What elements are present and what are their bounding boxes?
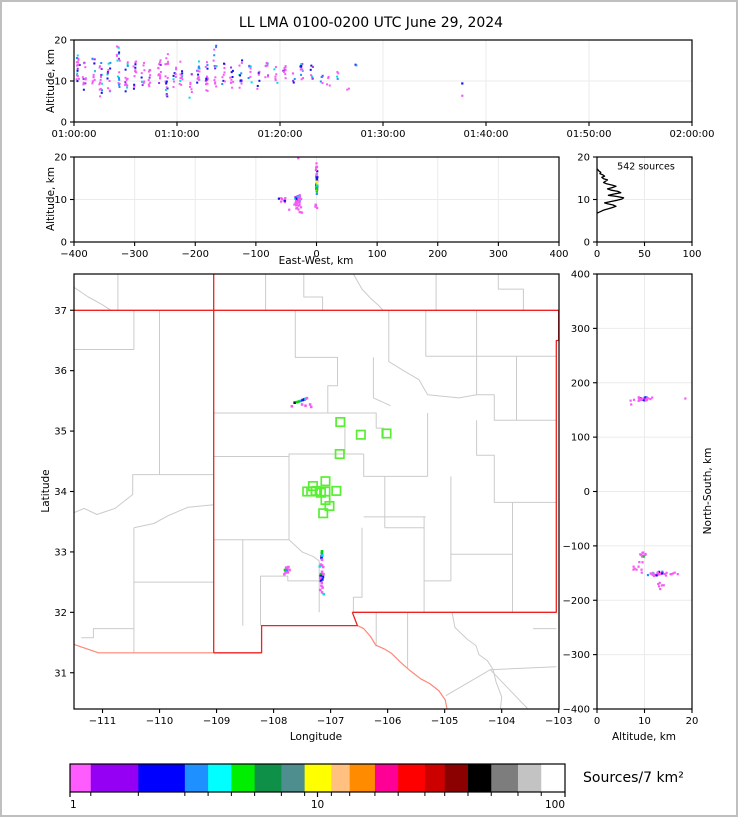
tick-label: 300 [571, 324, 590, 335]
tick-label: 01:00:00 [52, 129, 97, 140]
tick-label: −400 [60, 249, 87, 260]
tick-label: 0 [584, 487, 590, 498]
tick-label: −107 [317, 716, 344, 727]
tick-label: −109 [203, 716, 230, 727]
tick-label: 32 [54, 608, 67, 619]
tick-label: −100 [242, 249, 269, 260]
tick-label: 35 [54, 427, 67, 438]
lma-station-marker [302, 486, 313, 497]
tick-label: 1 [70, 799, 77, 811]
tick-label: 33 [54, 547, 67, 558]
lma-station-marker [331, 485, 342, 496]
colorbar-title: Sources/7 km² [583, 770, 684, 786]
lma-station-marker [310, 485, 321, 496]
axis-label-altitude-time: Altitude, km [45, 48, 57, 114]
tick-label: −111 [89, 716, 116, 727]
tick-label: 20 [54, 153, 67, 164]
tick-label: 100 [545, 799, 565, 811]
tick-label: 01:40:00 [464, 129, 509, 140]
panel-ns_height: 0 10 20 −400 −300 −200 −100 0 100 200 300 400 [563, 270, 699, 728]
tick-label: −100 [563, 541, 590, 552]
tick-label: 20 [54, 36, 67, 47]
tick-label: −108 [260, 716, 287, 727]
tick-label: −300 [563, 650, 590, 661]
tick-label: 10 [311, 799, 324, 811]
tick-label: 0 [584, 238, 590, 249]
tick-label: −103 [545, 716, 572, 727]
lma-station-marker [320, 476, 331, 487]
tick-label: 10 [54, 195, 67, 206]
tick-label: 10 [638, 716, 651, 727]
tick-label: 0 [313, 249, 319, 260]
tick-label: 100 [571, 433, 590, 444]
tick-label: 01:10:00 [155, 129, 200, 140]
tick-label: 36 [54, 366, 67, 377]
tick-label: −110 [146, 716, 173, 727]
tick-label: 400 [571, 270, 590, 281]
lma-station-marker [335, 416, 346, 428]
tick-label: 100 [368, 249, 387, 260]
panel-alt_histogram: 0 50 100 0 10 20 [577, 153, 701, 261]
axis-label-altitude-ew: Altitude, km [45, 166, 57, 232]
tick-label: 50 [638, 249, 651, 260]
axis-label-latitude: Latitude [40, 469, 52, 513]
tick-label: 300 [489, 249, 508, 260]
tick-label: 01:20:00 [258, 129, 303, 140]
tick-label: 37 [54, 306, 67, 317]
lma-station-marker [315, 487, 326, 498]
lma-station-marker [306, 486, 317, 497]
figure-title: LL LMA 0100-0200 UTC June 29, 2024 [238, 15, 504, 31]
panel-colorbar: 1 10 100 [69, 763, 566, 811]
axis-label-altitude-ns: Altitude, km [611, 731, 677, 743]
tick-label: 20 [577, 153, 590, 164]
tick-label: 31 [54, 668, 67, 679]
tick-label: 100 [682, 249, 701, 260]
axis-label-east-west: East-West, km [278, 255, 354, 267]
tick-label: −104 [488, 716, 515, 727]
lma-station-marker [381, 428, 392, 439]
tick-label: 0 [594, 716, 600, 727]
lma-station-marker [334, 448, 345, 460]
tick-label: −105 [431, 716, 458, 727]
axis-label-longitude: Longitude [289, 731, 343, 743]
tick-label: 01:30:00 [361, 129, 406, 140]
tick-label: 200 [571, 378, 590, 389]
tick-label: −300 [121, 249, 148, 260]
axis-label-north-south: North-South, km [702, 447, 714, 535]
lma-station-marker [318, 508, 329, 519]
tick-label: 34 [54, 487, 67, 498]
panel-map: −111 −110 −109 −108 −107 −106 −105 −104 −103 31 32… [54, 273, 572, 727]
lma-station-marker [320, 486, 331, 497]
tick-label: 10 [577, 195, 590, 206]
tick-label: 0 [61, 238, 67, 249]
lma-station-marker [307, 481, 318, 492]
panel-ew_height: −400 −300 −200 −100 0 100 200 300 400 0 10 20 [54, 153, 568, 261]
tick-label: −106 [374, 716, 401, 727]
tick-label: 0 [594, 249, 600, 260]
tick-label: −200 [182, 249, 209, 260]
tick-label: 10 [54, 77, 67, 88]
tick-label: 20 [686, 716, 699, 727]
panel-time_height: 01:00:00 01:10:00 01:20:00 01:30:00 01:40:00… [52, 36, 715, 141]
tick-label: 01:50:00 [567, 129, 612, 140]
tick-label: −200 [563, 596, 590, 607]
tick-label: 200 [428, 249, 447, 260]
tick-label: 02:00:00 [670, 129, 715, 140]
tick-label: 400 [549, 249, 568, 260]
tick-label: −400 [563, 705, 590, 716]
hist-annotation: 542 sources [617, 161, 675, 173]
lma-station-marker [320, 494, 331, 506]
lma-station-marker [355, 429, 366, 440]
lma-station-marker [324, 500, 335, 512]
tick-label: 0 [61, 118, 67, 129]
